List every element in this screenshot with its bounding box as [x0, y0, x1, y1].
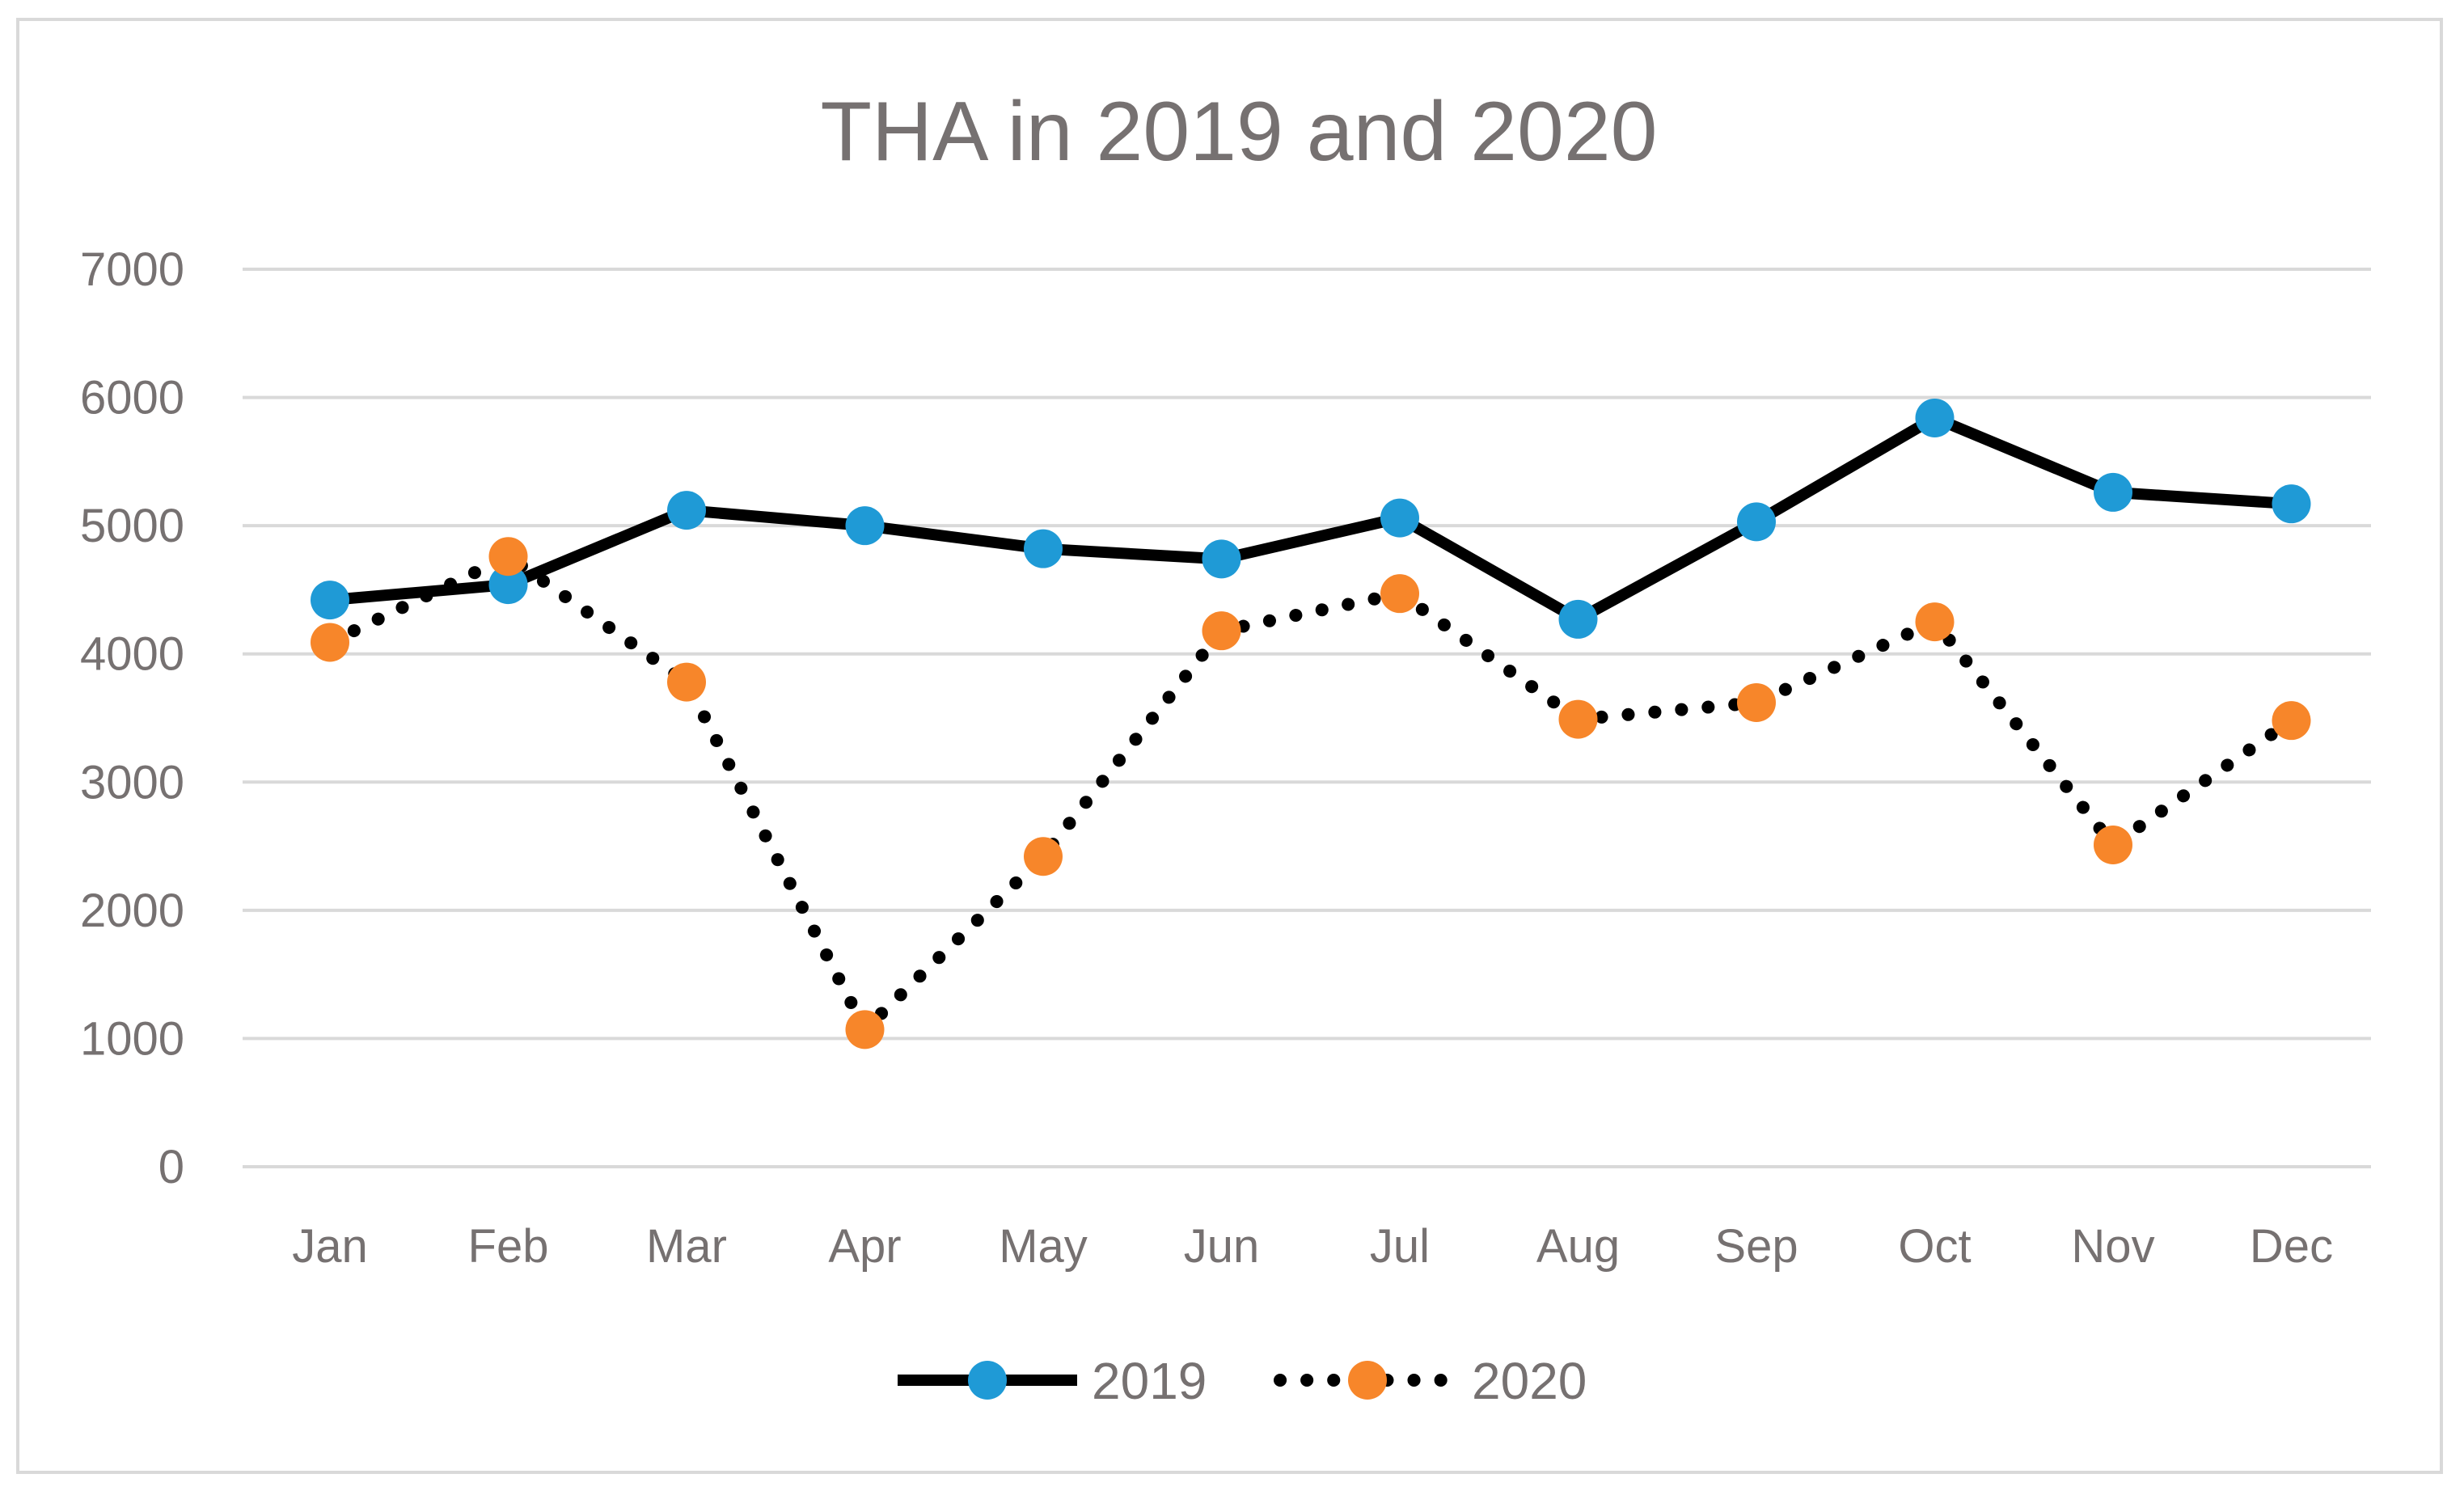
x-tick-label: Jun	[1184, 1220, 1260, 1273]
data-point	[1380, 498, 1419, 538]
data-point	[2272, 701, 2311, 741]
x-tick-label: Dec	[2250, 1220, 2333, 1273]
data-point	[1558, 599, 1598, 639]
legend-item-2020: 2020	[1274, 1352, 1587, 1410]
x-tick-label: Aug	[1536, 1220, 1620, 1273]
legend-label: 2020	[1472, 1352, 1587, 1410]
x-tick-label: May	[999, 1220, 1088, 1273]
data-point	[1024, 529, 1063, 568]
x-axis-ticks: Jan Feb Mar Apr May Jun Jul Aug Sep Oct Nov Dec	[292, 1220, 2333, 1273]
legend-label: 2019	[1092, 1352, 1207, 1410]
data-point	[667, 662, 706, 702]
legend-marker	[1348, 1361, 1387, 1400]
data-point	[1915, 602, 1955, 642]
legend: 2019 2020	[898, 1352, 1587, 1410]
x-tick-label: Oct	[1898, 1220, 1971, 1273]
y-tick-label: 6000	[80, 372, 184, 424]
series-layer	[311, 398, 2311, 1049]
data-point	[1558, 699, 1598, 739]
y-tick-label: 2000	[80, 885, 184, 937]
chart-title: THA in 2019 and 2020	[820, 85, 1657, 179]
data-point	[845, 1010, 885, 1049]
y-tick-label: 5000	[80, 500, 184, 552]
data-point	[311, 581, 349, 620]
data-point	[1737, 502, 1776, 542]
legend-marker	[968, 1361, 1007, 1400]
data-point	[1024, 837, 1063, 876]
y-tick-label: 3000	[80, 756, 184, 809]
y-tick-label: 0	[158, 1141, 184, 1193]
series-line-2019	[329, 412, 2292, 625]
data-point	[667, 491, 706, 530]
legend-item-2019: 2019	[898, 1352, 1207, 1410]
x-tick-label: Jul	[1370, 1220, 1430, 1273]
x-tick-label: Apr	[828, 1220, 901, 1273]
data-point	[2272, 484, 2311, 524]
x-tick-label: Sep	[1714, 1220, 1798, 1273]
data-point	[488, 537, 528, 576]
data-point	[2094, 472, 2132, 512]
data-point	[845, 506, 885, 546]
y-tick-label: 7000	[80, 243, 184, 296]
data-point	[488, 565, 528, 605]
y-axis-ticks: 0 1000 2000 3000 4000 5000 6000 7000	[80, 243, 184, 1193]
data-point	[1737, 682, 1776, 722]
series-line-2020	[323, 550, 2298, 1037]
gridlines	[243, 268, 2371, 1168]
x-tick-label: Nov	[2071, 1220, 2154, 1273]
y-tick-label: 4000	[80, 628, 184, 681]
data-point	[1202, 611, 1241, 651]
y-tick-label: 1000	[80, 1012, 184, 1065]
data-point	[1380, 574, 1419, 614]
series-markers-2019	[311, 398, 2311, 639]
series-markers-2020	[311, 537, 2311, 1049]
x-tick-label: Mar	[646, 1220, 727, 1273]
x-tick-label: Feb	[468, 1220, 549, 1273]
data-point	[1915, 398, 1955, 437]
series-2020	[323, 550, 2298, 1037]
x-tick-label: Jan	[292, 1220, 368, 1273]
data-point	[1202, 539, 1241, 579]
series-2019	[329, 412, 2292, 625]
data-point	[311, 623, 349, 662]
data-point	[2094, 825, 2132, 864]
